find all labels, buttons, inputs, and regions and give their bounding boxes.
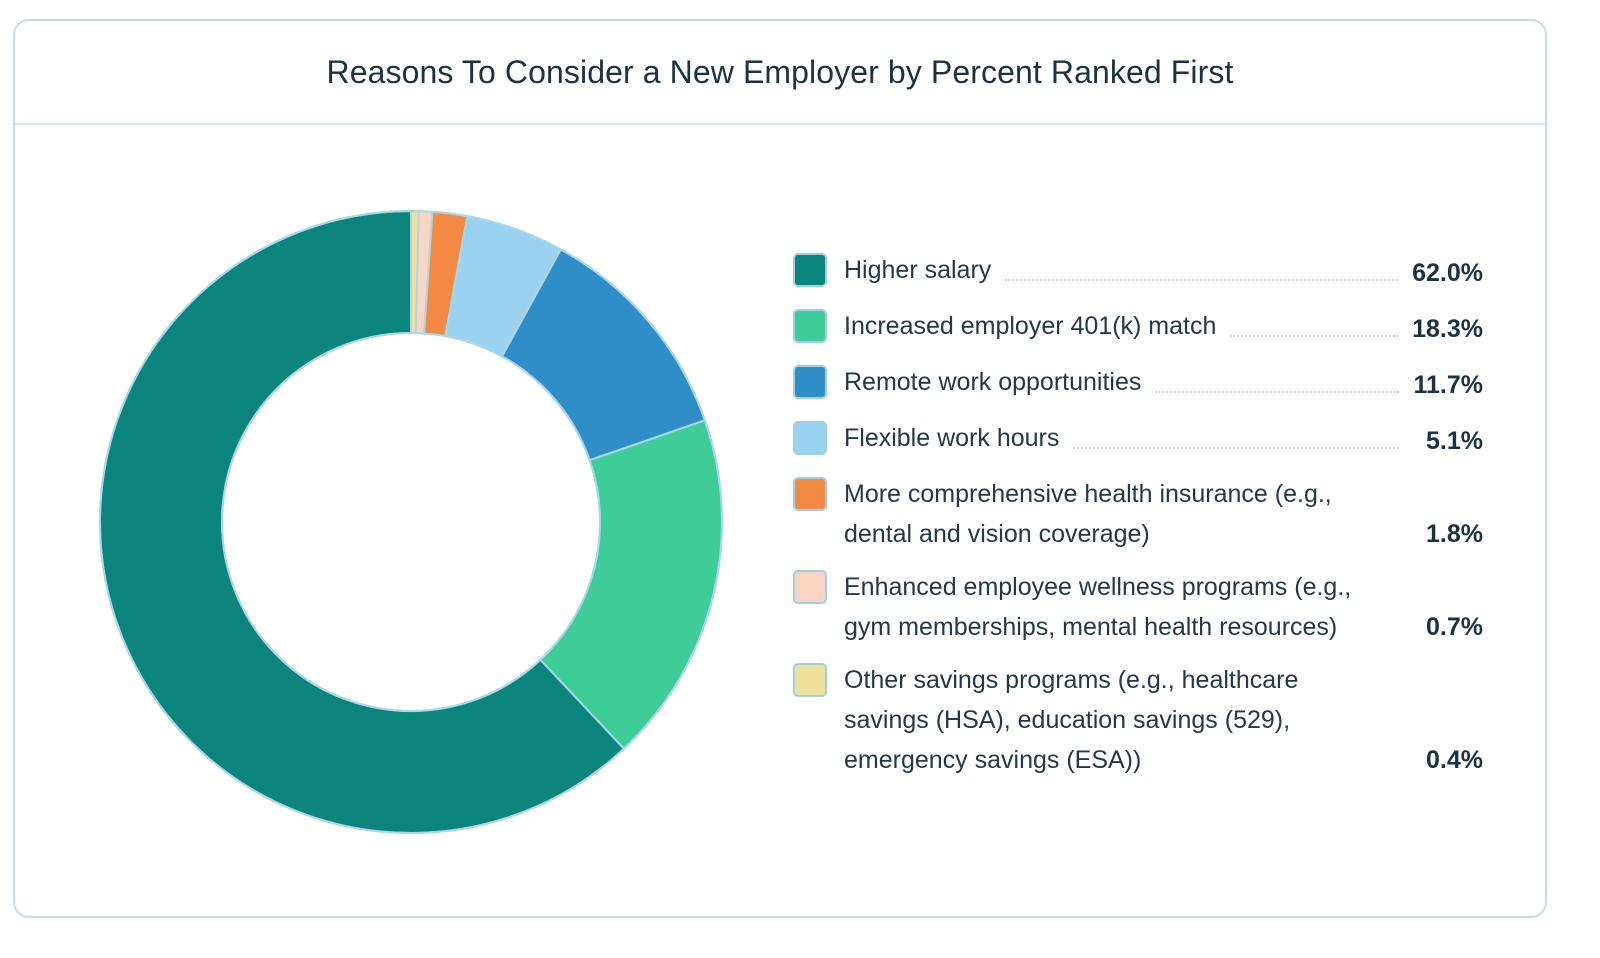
legend-label-line: Increased employer 401(k) match: [844, 312, 1217, 340]
legend-item[interactable]: Other savings programs (e.g., healthcare…: [793, 660, 1483, 780]
legend-swatch: [793, 570, 827, 604]
legend-value: 62.0%: [1412, 259, 1483, 287]
legend-label: Increased employer 401(k) match: [844, 306, 1216, 346]
legend-leader-line: [1230, 335, 1399, 337]
legend-swatch: [793, 365, 827, 399]
chart-legend: Higher salary 62.0% Increased employer 401…: [793, 250, 1483, 780]
legend-item[interactable]: Enhanced employee wellness programs (e.g…: [793, 567, 1483, 647]
legend-value: 0.4%: [1426, 746, 1483, 774]
legend-leader-line: [1155, 391, 1399, 393]
legend-label: Enhanced employee wellness programs (e.g…: [844, 567, 1351, 647]
legend-swatch: [793, 663, 827, 697]
chart-title: Reasons To Consider a New Employer by Pe…: [326, 53, 1234, 90]
legend-label: Flexible work hours: [844, 418, 1059, 458]
legend-label-line: dental and vision coverage): [844, 520, 1150, 548]
legend-value: 0.7%: [1426, 613, 1483, 641]
legend-leader-line: [1005, 279, 1399, 281]
legend-leader-line: [1073, 447, 1399, 449]
legend-label-line: More comprehensive health insurance (e.g…: [844, 480, 1332, 508]
legend-label-line: Other savings programs (e.g., healthcare: [844, 666, 1299, 694]
legend-value: 1.8%: [1426, 520, 1483, 548]
legend-label-line: Remote work opportunities: [844, 368, 1142, 396]
legend-item[interactable]: Flexible work hours 5.1%: [793, 418, 1483, 461]
legend-swatch: [793, 253, 827, 287]
legend-item[interactable]: Higher salary 62.0%: [793, 250, 1483, 293]
legend-label: Higher salary: [844, 250, 991, 290]
legend-label-line: Flexible work hours: [844, 424, 1060, 452]
legend-label: More comprehensive health insurance (e.g…: [844, 474, 1332, 554]
legend-label-line: emergency savings (ESA)): [844, 746, 1142, 774]
legend-label-line: Enhanced employee wellness programs (e.g…: [844, 573, 1352, 601]
donut-outer-ring: [99, 210, 723, 834]
legend-item[interactable]: More comprehensive health insurance (e.g…: [793, 474, 1483, 554]
legend-value: 5.1%: [1426, 427, 1483, 455]
legend-swatch: [793, 477, 827, 511]
legend-label-line: gym memberships, mental health resources…: [844, 613, 1338, 641]
legend-value: 11.7%: [1413, 371, 1483, 399]
donut-inner-ring: [221, 332, 601, 712]
legend-value: 18.3%: [1412, 315, 1483, 343]
legend-label: Remote work opportunities: [844, 362, 1141, 402]
legend-label-line: savings (HSA), education savings (529),: [844, 706, 1291, 734]
legend-label: Other savings programs (e.g., healthcare…: [844, 660, 1298, 780]
legend-swatch: [793, 421, 827, 455]
legend-item[interactable]: Increased employer 401(k) match 18.3%: [793, 306, 1483, 349]
legend-item[interactable]: Remote work opportunities 11.7%: [793, 362, 1483, 405]
legend-label-line: Higher salary: [844, 256, 992, 284]
legend-swatch: [793, 309, 827, 343]
chart-header: Reasons To Consider a New Employer by Pe…: [15, 21, 1545, 125]
